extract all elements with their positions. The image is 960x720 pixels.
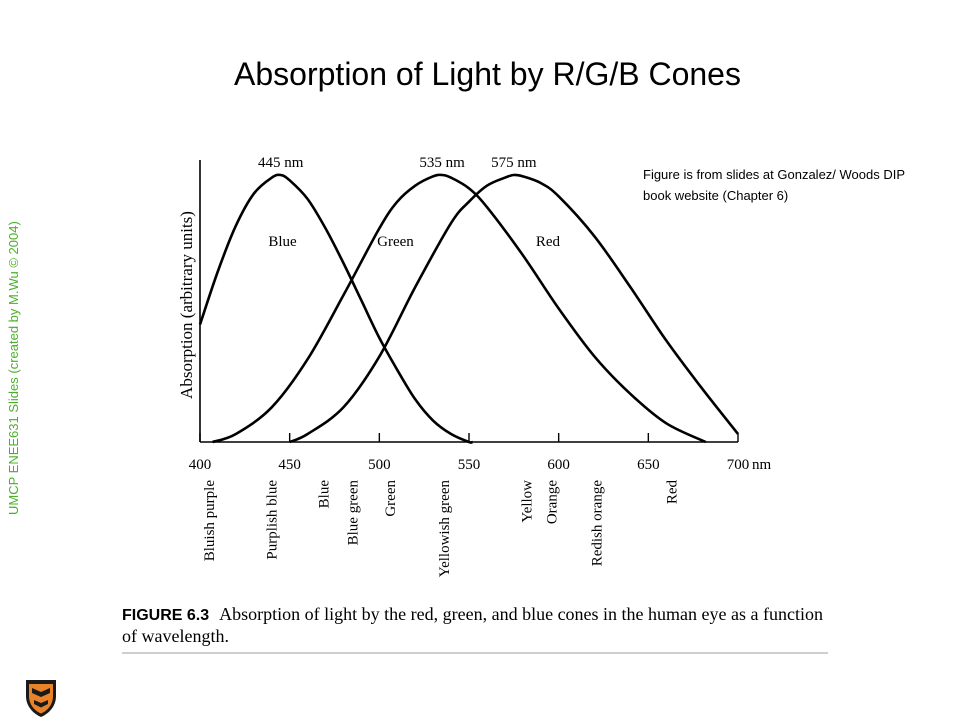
- source-note: Figure is from slides at Gonzalez/ Woods…: [643, 167, 905, 203]
- color-name-label: Green: [383, 480, 399, 517]
- chart-curves: [198, 173, 740, 444]
- shield-logo-icon: [26, 680, 56, 717]
- color-name-label: Redish orange: [589, 480, 605, 567]
- x-tick-label: 550: [458, 457, 481, 473]
- color-name-label: Yellow: [519, 480, 535, 523]
- caption-divider: [122, 652, 828, 654]
- figure-caption-text: Absorption of light by the red, green, a…: [122, 604, 823, 646]
- color-name-label: Blue: [317, 480, 333, 509]
- figure-caption: FIGURE 6.3 Absorption of light by the red…: [122, 604, 842, 647]
- color-name-label: Yellowish green: [437, 480, 453, 578]
- x-tick-label: 650: [637, 457, 660, 473]
- series-label-green: Green: [377, 234, 414, 250]
- color-name-label: Blue green: [345, 480, 361, 546]
- color-name-label: Orange: [544, 480, 560, 524]
- x-tick-label: 450: [278, 457, 301, 473]
- curve-blue: [198, 173, 474, 444]
- series-label-blue: Blue: [268, 234, 297, 250]
- curve-red: [289, 173, 740, 444]
- figure-label: FIGURE 6.3: [122, 607, 210, 624]
- series-label-red: Red: [536, 234, 561, 250]
- color-name-label: Bluish purple: [202, 480, 218, 562]
- peak-label: 445 nm: [258, 155, 304, 171]
- peak-label: 575 nm: [491, 155, 537, 171]
- x-tick-label: 700: [727, 457, 750, 473]
- color-name-label: Purplish blue: [265, 480, 281, 560]
- chart-labels: 400 450 500 550 600 650 700 nm Absorption (arbit…: [177, 155, 772, 577]
- peak-label: 535 nm: [419, 155, 465, 171]
- curve-green: [212, 173, 707, 444]
- x-tick-label: 500: [368, 457, 391, 473]
- y-axis-label: Absorption (arbitrary units): [177, 211, 196, 399]
- color-name-label: Red: [665, 480, 681, 505]
- x-tick-label: 400: [189, 457, 212, 473]
- x-unit-label: nm: [752, 457, 772, 473]
- x-tick-label: 600: [547, 457, 570, 473]
- slide-title: Absorption of Light by R/G/B Cones: [234, 56, 741, 92]
